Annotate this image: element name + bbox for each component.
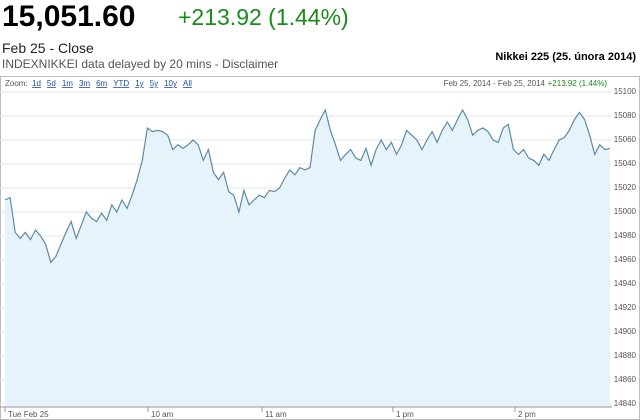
- y-tick-label: 15080: [614, 111, 637, 120]
- range-change: +213.92 (1.44%): [548, 79, 608, 88]
- price: 15,051.60: [2, 0, 136, 33]
- y-tick-label: 14840: [614, 399, 637, 408]
- y-tick-label: 15000: [614, 207, 637, 216]
- x-tick-label: 2 pm: [518, 410, 536, 419]
- y-tick-label: 14900: [614, 327, 637, 336]
- range: Feb 25, 2014 - Feb 25, 2014: [444, 79, 546, 88]
- zoom-option[interactable]: 5y: [150, 79, 158, 88]
- zoom-option[interactable]: All: [183, 79, 192, 88]
- zoom-option[interactable]: YTD: [113, 79, 129, 88]
- y-tick-label: 14940: [614, 279, 637, 288]
- zoom-option[interactable]: 1y: [135, 79, 143, 88]
- zoom-option[interactable]: 1d: [32, 79, 41, 88]
- change: +213.92 (1.44%): [178, 4, 349, 30]
- chart-title: Nikkei 225 (25. února 2014): [495, 51, 636, 63]
- zoom-option[interactable]: 5d: [47, 79, 56, 88]
- header: 15,051.60 +213.92 (1.44%) Feb 25 - Close…: [0, 0, 640, 78]
- y-tick-label: 14960: [614, 255, 637, 264]
- x-tick-label: Tue Feb 25: [8, 410, 49, 419]
- x-tick-label: 11 am: [265, 410, 287, 419]
- y-tick-label: 15060: [614, 135, 637, 144]
- zoom-label: Zoom:: [5, 79, 28, 88]
- y-tick-label: 15100: [614, 87, 637, 96]
- zoom-option[interactable]: 3m: [79, 79, 90, 88]
- y-tick-label: 14980: [614, 231, 637, 240]
- close-label: Feb 25 - Close: [2, 40, 94, 56]
- y-tick-label: 14880: [614, 351, 637, 360]
- y-tick-label: 15040: [614, 159, 637, 168]
- y-tick-label: 15020: [614, 183, 637, 192]
- x-tick-label: 10 am: [151, 410, 174, 419]
- x-tick-label: 1 pm: [396, 410, 414, 419]
- y-tick-label: 14920: [614, 303, 637, 312]
- y-tick-label: 14860: [614, 375, 637, 384]
- zoom-option[interactable]: 1m: [62, 79, 73, 88]
- area: [5, 110, 610, 407]
- zoom-option[interactable]: 6m: [96, 79, 107, 88]
- source-note: INDEXNIKKEI data delayed by 20 mins - Di…: [2, 57, 279, 71]
- line: [4, 108, 611, 264]
- zoom-option[interactable]: 10y: [164, 79, 177, 88]
